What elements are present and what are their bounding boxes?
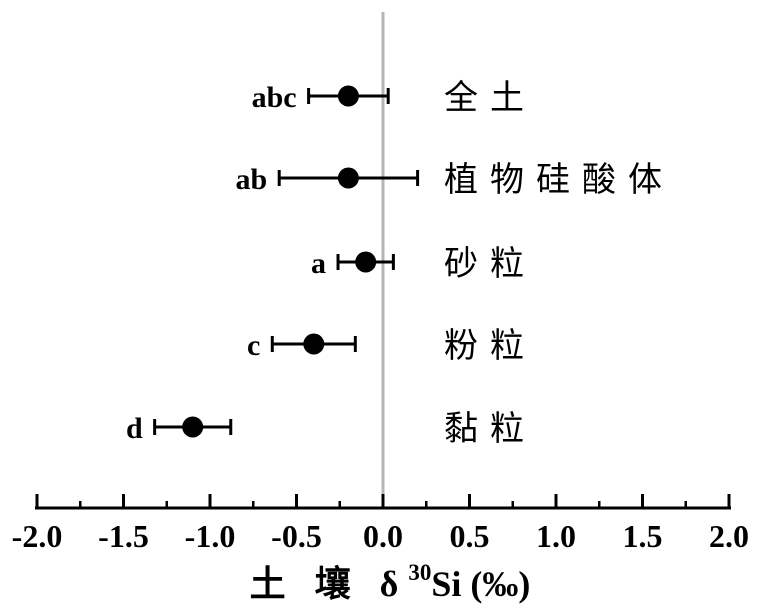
data-point	[182, 416, 204, 438]
significance-letter-label: ab	[236, 163, 268, 196]
x-axis-tick-label: -1.0	[185, 518, 236, 554]
category-label: 砂粒	[444, 245, 536, 283]
significance-letter-label: c	[247, 329, 260, 362]
significance-letter-label: d	[126, 412, 143, 445]
x-axis-tick-label: -0.5	[271, 518, 322, 554]
x-axis-title: 土 壤 δ30Si (‰)	[250, 560, 531, 604]
category-label: 植物硅酸体	[444, 161, 674, 199]
x-axis-tick-label: -2.0	[12, 518, 63, 554]
category-label: 全土	[444, 79, 536, 117]
significance-letter-label: abc	[252, 81, 297, 114]
category-label: 粉粒	[444, 327, 536, 365]
x-axis-tick-label: 0.0	[363, 518, 403, 554]
category-label: 黏粒	[444, 410, 536, 448]
data-point	[355, 251, 377, 273]
x-axis-tick-label: 1.0	[536, 518, 576, 554]
x-axis-tick-label: 0.5	[450, 518, 490, 554]
x-axis-tick-label: 2.0	[709, 518, 749, 554]
x-axis-tick-label: -1.5	[98, 518, 149, 554]
data-point	[337, 85, 359, 107]
x-axis-tick-label: 1.5	[623, 518, 663, 554]
data-point	[303, 333, 325, 355]
significance-letter-label: a	[311, 247, 326, 280]
data-point	[337, 167, 359, 189]
